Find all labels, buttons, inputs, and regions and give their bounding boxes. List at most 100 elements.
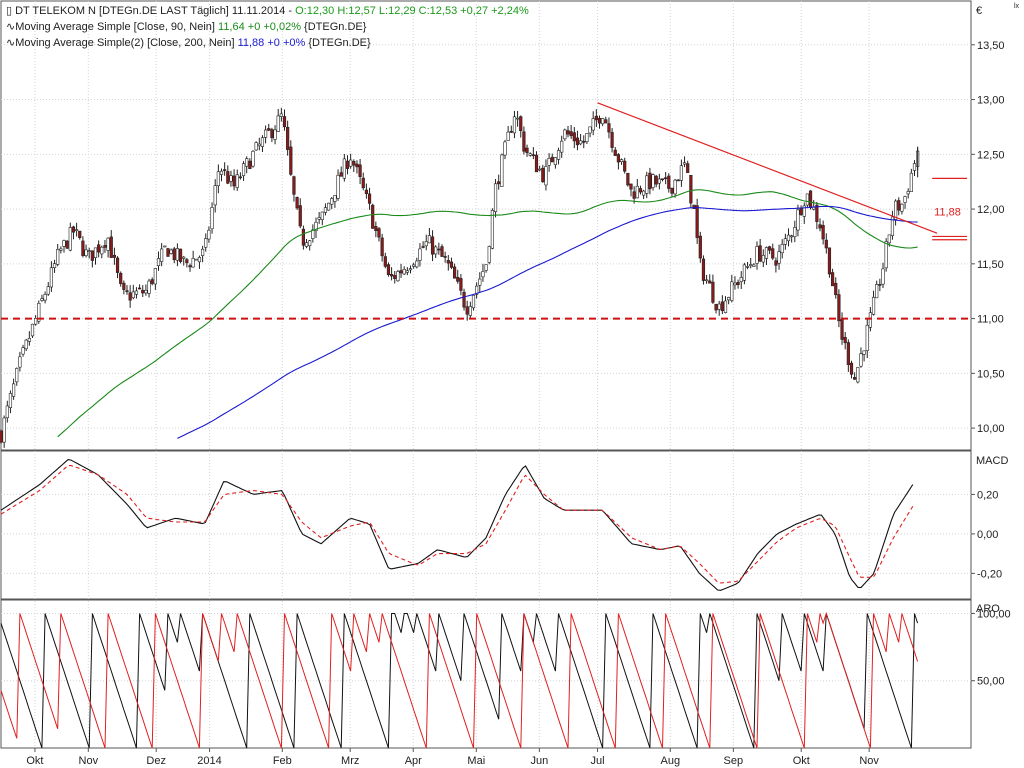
candle-body (377, 228, 381, 238)
ma200-line (177, 205, 918, 439)
x-tick-label: Jun (530, 755, 548, 767)
candle-body (736, 282, 740, 285)
candle-body (695, 205, 699, 238)
candle-body (456, 276, 460, 282)
candle-body (604, 119, 608, 124)
candle-body (701, 258, 706, 281)
candle-body (865, 324, 869, 351)
candle-body (18, 356, 22, 368)
candle-body (144, 289, 148, 294)
candle-body (34, 317, 38, 325)
candle-body (799, 208, 803, 215)
candle-body (610, 132, 614, 148)
aroon-title: ARO (976, 603, 1000, 615)
candle-body (304, 242, 309, 247)
candle-body (396, 271, 400, 282)
candle-body (201, 248, 205, 256)
candle-body (298, 205, 302, 227)
candle-body (481, 271, 485, 278)
candle-body (862, 350, 866, 355)
candle-body (544, 166, 548, 186)
aroon-down-line (0, 611, 919, 749)
candle-body (197, 257, 202, 263)
candle-body (626, 172, 630, 186)
candle-body (597, 117, 602, 124)
candle-body (868, 312, 872, 328)
candle-body (720, 301, 724, 312)
candle-body (449, 261, 454, 268)
candle-body (780, 244, 784, 254)
candle-body (93, 247, 98, 258)
header-line-2: ∿Moving Average Simple [Close, 90, Nein]… (6, 21, 367, 33)
candle-body (119, 272, 123, 284)
candle-body (793, 227, 797, 238)
x-tick-label: Nov (859, 755, 879, 767)
candle-body (742, 264, 746, 281)
candle-body (333, 195, 337, 202)
candle-body (909, 172, 913, 192)
candle-body (805, 193, 809, 206)
instrument-title: DT TELEKOM N [DTEGn.DE LAST Täglich] 11.… (15, 5, 295, 17)
candle-body (106, 237, 110, 251)
candle-body (512, 116, 517, 134)
y-tick-label: 11,00 (977, 314, 1004, 326)
candle-body (40, 298, 44, 301)
candle-body (717, 303, 721, 310)
candle-body (887, 234, 891, 244)
candle-body (541, 167, 545, 183)
x-tick-label: Mai (467, 755, 485, 767)
macd-series (0, 459, 914, 591)
candle-body (345, 160, 350, 169)
candle-body (336, 174, 340, 199)
candle-body (8, 393, 13, 408)
candle-body (191, 258, 195, 268)
ma200-value: 11,88 +0 +0% (238, 37, 306, 49)
candle-body (692, 204, 696, 209)
candle-body (245, 158, 249, 167)
candle-body (560, 140, 564, 153)
candle-body (427, 235, 432, 244)
candle-body (503, 141, 507, 156)
candle-body (37, 302, 41, 322)
candle-body (704, 279, 709, 282)
candle-body (383, 256, 387, 267)
candle-body (216, 171, 220, 187)
candle-body (424, 241, 428, 247)
macd-signal-line (0, 464, 914, 584)
candle-body (103, 245, 107, 248)
candle-body (12, 383, 16, 397)
candle-body (229, 175, 233, 182)
candle-body (711, 281, 715, 303)
candle-body (635, 185, 639, 199)
ma-icon: ∿ (6, 37, 15, 49)
x-tick-label: Aug (661, 755, 681, 767)
candle-body (279, 113, 283, 117)
candle-body (235, 174, 239, 188)
candle-body (824, 239, 828, 249)
candle-body (676, 179, 680, 182)
candle-body (267, 128, 271, 131)
corner-label: lx (1014, 3, 1020, 10)
candle-body (645, 175, 649, 194)
candle-body (349, 159, 353, 167)
candle-body (821, 225, 825, 240)
candle-body (314, 221, 318, 231)
x-axis-ticks: Okt Nov Dez 2014 Feb Mrz Apr Mai Jun Jul Aug Sep Okt… (26, 748, 879, 767)
macd-panel (0, 450, 972, 600)
candle-body (440, 246, 444, 257)
y-tick-label: 100,00 (977, 608, 1011, 620)
x-tick-label: 2014 (197, 755, 221, 767)
candle-body (522, 131, 526, 152)
candle-body (897, 200, 901, 211)
candle-body (900, 203, 904, 212)
candle-body (226, 171, 230, 184)
aroon-panel (0, 599, 972, 749)
candle-body (515, 117, 520, 120)
candle-body (506, 131, 510, 141)
y-tick-label: 0,20 (977, 489, 998, 501)
candle-body (84, 249, 88, 256)
x-tick-label: Dez (146, 755, 166, 767)
candle-body (484, 264, 488, 271)
x-tick-label: Feb (273, 755, 292, 767)
candle-body (452, 266, 457, 279)
